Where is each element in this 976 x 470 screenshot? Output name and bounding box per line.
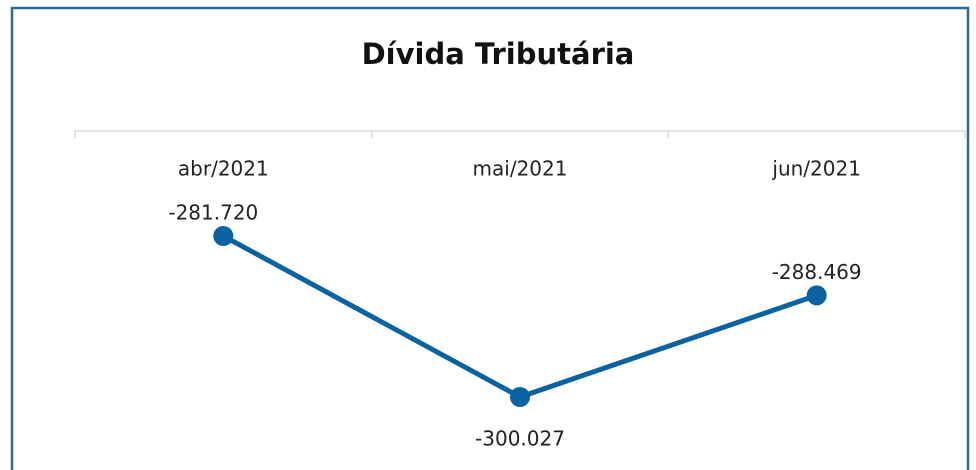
chart-title: Dívida Tributária	[362, 37, 635, 71]
point	[806, 285, 827, 306]
data-label: -288.469	[772, 260, 862, 284]
line	[222, 233, 818, 400]
x-tick-label: abr/2021	[178, 157, 269, 181]
data-label: -300.027	[475, 427, 565, 451]
point	[510, 387, 530, 407]
x-tick-label: jun/2021	[771, 157, 861, 181]
frame	[10, 6, 970, 470]
point	[213, 226, 234, 246]
x-tick-label: mai/2021	[473, 157, 568, 181]
data-label: -281.720	[168, 201, 258, 225]
